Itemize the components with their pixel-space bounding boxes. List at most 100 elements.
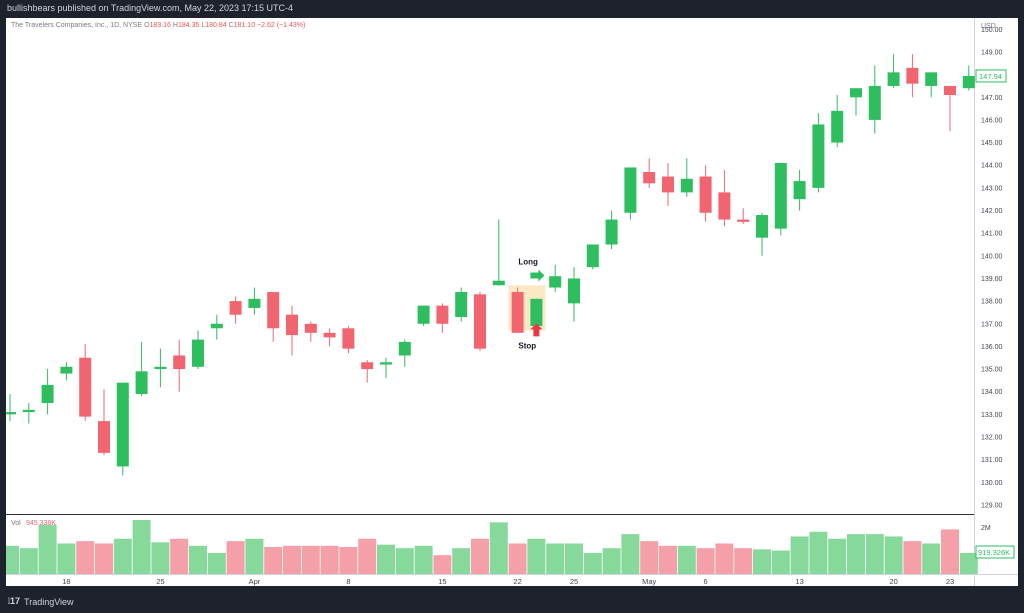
candle-body (154, 366, 167, 370)
candle-body (831, 110, 844, 143)
candle-body (643, 172, 656, 184)
candle-body (192, 339, 204, 367)
candlestick-chart[interactable]: USD 129.00 130.00 131.00 132.00 133.00 134.00 1… (6, 18, 1018, 586)
candle-body (568, 278, 580, 304)
volume-bar (621, 534, 640, 574)
volume-bar (489, 522, 508, 574)
candle-body (699, 176, 712, 213)
candle-body (417, 305, 430, 324)
candle-body (6, 412, 16, 415)
candle-body (79, 357, 92, 417)
close-value: 181.10 (233, 22, 256, 29)
volume-value: 945.338K (26, 520, 56, 527)
time-tick-label: 15 (438, 577, 446, 586)
last-price-label: 147.94 (979, 72, 1002, 81)
time-tick-label: 25 (156, 577, 164, 586)
time-tick-label: Apr (249, 577, 261, 586)
volume-bar (546, 543, 565, 574)
volume-bar (565, 543, 583, 574)
chart-frame[interactable]: USD 129.00 130.00 131.00 132.00 133.00 134.00 1… (6, 18, 1018, 586)
candle-body (756, 215, 768, 238)
candle-body (906, 67, 919, 84)
volume-bar (19, 548, 38, 574)
time-tick-label: 6 (704, 577, 708, 586)
volume-bar (283, 545, 301, 574)
candle-body (267, 292, 280, 329)
volume-bar (828, 538, 847, 574)
volume-bar (95, 543, 113, 574)
candle-body (173, 355, 186, 370)
price-tick-label: 136.00 (981, 344, 1003, 351)
candle-body (135, 371, 148, 394)
candle-body (455, 292, 468, 317)
candle-body (718, 192, 731, 220)
volume-bar (320, 545, 339, 574)
volume-last-tag (975, 545, 1015, 559)
candle-body (210, 323, 223, 329)
volume-bar (395, 548, 414, 574)
currency-label: USD (981, 23, 996, 30)
price-tick-label: 143.00 (981, 185, 1003, 192)
volume-last-label: 919.326K (978, 548, 1010, 557)
volume-bar (433, 555, 452, 574)
volume-bar (959, 552, 978, 574)
candle-body (41, 384, 54, 404)
volume-bar (715, 543, 734, 574)
volume-bar (696, 548, 715, 574)
time-tick-label: 23 (946, 577, 954, 586)
price-tick-label: 145.00 (981, 140, 1003, 147)
candle-body (793, 181, 806, 200)
close-label: C (228, 22, 234, 29)
candle-body (887, 72, 900, 86)
price-tick-label: 141.00 (981, 231, 1003, 238)
candle-body (380, 362, 392, 365)
volume-bar (358, 538, 377, 574)
candle-body (624, 167, 637, 213)
candle-body (361, 362, 374, 370)
price-tick-label: 144.00 (981, 163, 1003, 170)
volume-bar (865, 534, 884, 574)
volume-bar (207, 552, 226, 574)
candle-body (116, 382, 129, 467)
price-tick-label: 133.00 (981, 412, 1003, 419)
candle-body (868, 85, 881, 120)
price-tick-label: 131.00 (981, 457, 1003, 464)
candle-body (530, 298, 543, 327)
symbol-legend: The Travelers Companies, Inc., 1D, NYSE … (11, 22, 305, 29)
candle-body (850, 88, 862, 98)
volume-bar (452, 548, 471, 574)
candle-body (549, 276, 562, 288)
volume-bar (677, 545, 696, 574)
tradingview-logo-icon: ⦙17 (8, 596, 21, 606)
long-label: Long (518, 257, 538, 266)
time-tick-label: 25 (570, 577, 578, 586)
price-tick-label: 149.00 (981, 49, 1003, 56)
volume-bar (38, 524, 57, 574)
volume-bar (903, 541, 922, 574)
volume-bar (941, 529, 959, 574)
long-arrow-icon (530, 269, 545, 282)
candle-body (304, 323, 317, 333)
volume-bar (922, 543, 941, 574)
volume-bar (189, 545, 207, 574)
volume-bar (76, 541, 95, 574)
candle-body (662, 176, 674, 193)
candle-body (60, 366, 73, 374)
volume-bar (113, 538, 132, 574)
volume-bar (245, 538, 264, 574)
volume-bar (132, 520, 151, 574)
time-tick-label: 13 (795, 577, 803, 586)
tradingview-brand[interactable]: ⦙17 TradingView (8, 596, 74, 607)
volume-bar (790, 536, 809, 574)
price-tick-label: 146.00 (981, 117, 1003, 124)
time-tick-label: 8 (346, 577, 350, 586)
volume-bar (170, 538, 189, 574)
publish-bar: bullishbears published on TradingView.co… (0, 0, 1024, 18)
candle-body (492, 280, 505, 286)
high-value: 184.35 (177, 22, 200, 29)
volume-tick-label: 2M (981, 525, 991, 532)
brand-label: TradingView (24, 596, 74, 607)
stop-label: Stop (518, 341, 536, 350)
candle-body (812, 124, 825, 188)
volume-bar (602, 548, 621, 574)
